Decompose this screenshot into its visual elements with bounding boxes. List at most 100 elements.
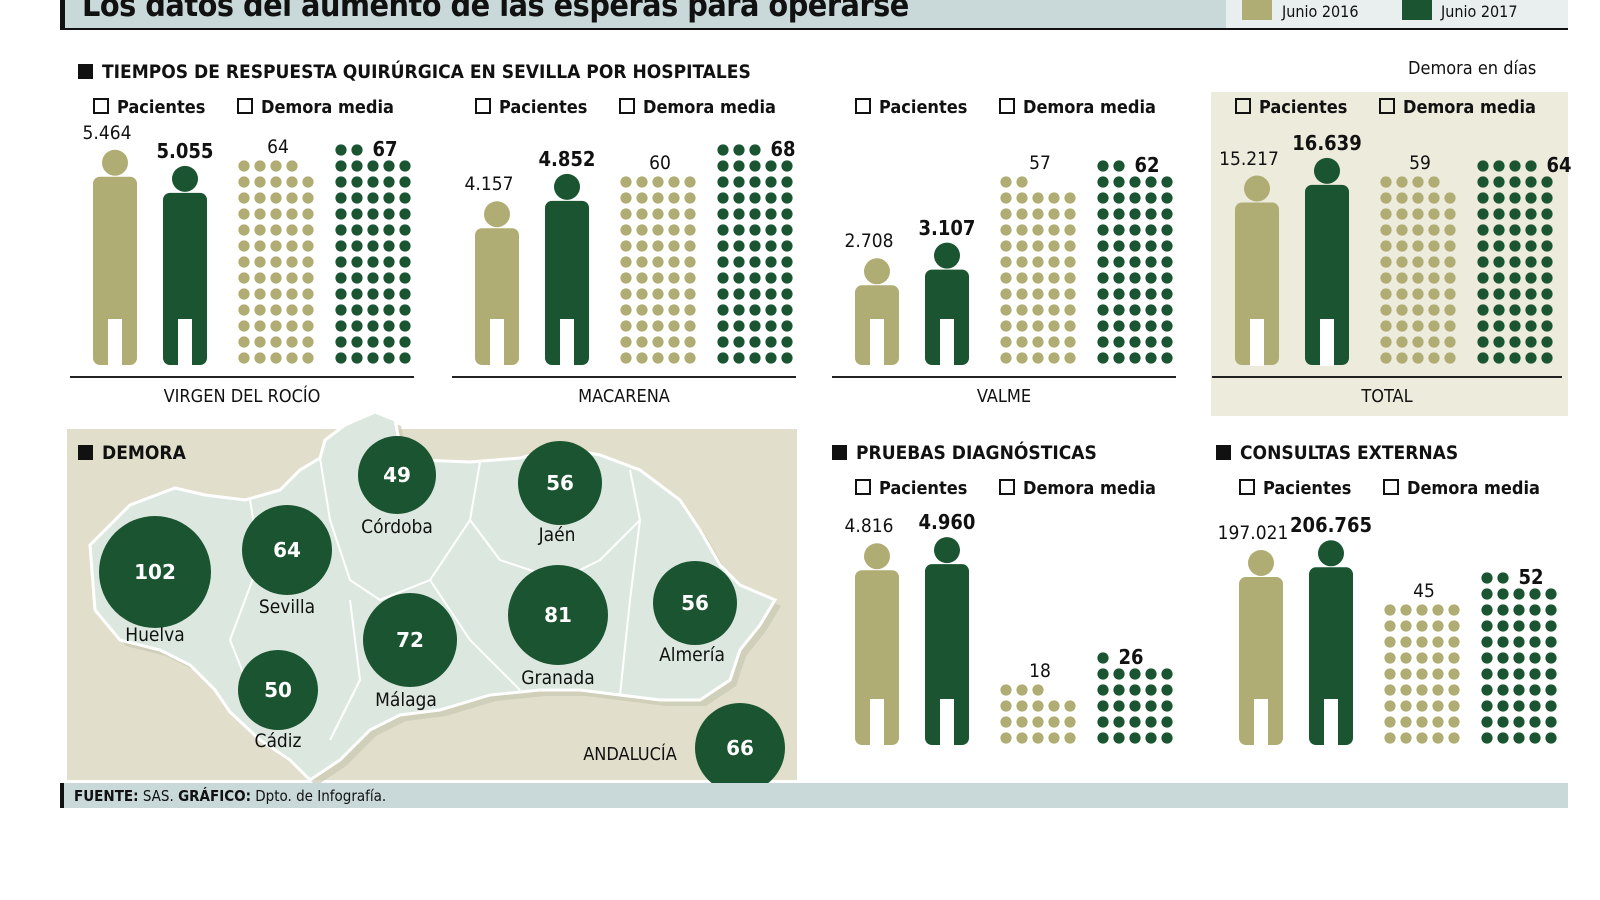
delay-dot — [254, 192, 266, 204]
delay-dot — [636, 304, 648, 316]
delay-dot — [238, 272, 250, 284]
delay-dot — [1525, 304, 1537, 316]
delay-dot — [1529, 668, 1541, 680]
delay-dot — [302, 192, 314, 204]
delay-dot — [1509, 208, 1521, 220]
delay-dot — [1416, 620, 1428, 632]
delay-dot — [351, 304, 363, 316]
delay-dot — [717, 192, 729, 204]
delay-dot — [1509, 320, 1521, 332]
delay-dot — [765, 224, 777, 236]
delay-dot — [399, 320, 411, 332]
delay-dot — [238, 224, 250, 236]
delay-dot — [302, 304, 314, 316]
patients-value-2017: 3.107 — [918, 215, 976, 240]
delay-dot — [1481, 732, 1493, 744]
delay-dot — [781, 272, 793, 284]
graphic-label: GRÁFICO: — [178, 787, 251, 805]
delay-dot — [286, 320, 298, 332]
page-title: Los datos del aumento de las esperas par… — [82, 0, 909, 24]
delay-dot — [351, 224, 363, 236]
delay-dot — [1032, 336, 1044, 348]
legend-patients: Pacientes — [855, 97, 967, 118]
delay-dot — [1032, 352, 1044, 364]
delay-dot — [1161, 224, 1173, 236]
delay-dot — [286, 256, 298, 268]
person-leg-gap — [940, 699, 954, 746]
delay-dot — [749, 208, 761, 220]
delay-dot — [1448, 668, 1460, 680]
delay-dot — [717, 224, 729, 236]
delay-dot — [1448, 716, 1460, 728]
delay-dot — [668, 304, 680, 316]
delay-dot — [335, 192, 347, 204]
delay-dot — [1400, 700, 1412, 712]
person-leg-gap — [1324, 699, 1338, 746]
region-value: 50 — [264, 678, 292, 702]
delay-dot — [351, 160, 363, 172]
person-leg-gap — [490, 319, 504, 366]
delay-dot — [1428, 288, 1440, 300]
patients-value-2016: 5.464 — [82, 121, 132, 144]
delay-dot — [1396, 320, 1408, 332]
patients-value-2017: 16.639 — [1292, 130, 1362, 155]
delay-dot — [399, 192, 411, 204]
delay-dot — [238, 192, 250, 204]
delay-dot — [1513, 668, 1525, 680]
delay-dot — [684, 336, 696, 348]
delay-dot — [1477, 224, 1489, 236]
delay-dot — [1000, 208, 1012, 220]
delay-dot — [1396, 240, 1408, 252]
delay-dot — [302, 320, 314, 332]
delay-dot — [749, 192, 761, 204]
delay-dot — [1032, 192, 1044, 204]
delay-dot — [1513, 636, 1525, 648]
delay-dot — [1448, 604, 1460, 616]
delay-dot — [1412, 336, 1424, 348]
region-label: Granada — [521, 667, 595, 689]
delay-dot — [1444, 192, 1456, 204]
delay-dot — [684, 304, 696, 316]
delay-dot — [1384, 652, 1396, 664]
delay-dot — [1113, 240, 1125, 252]
delay-dot — [1032, 304, 1044, 316]
delay-dot — [302, 224, 314, 236]
delay-dot — [1513, 620, 1525, 632]
delay-dot — [1412, 256, 1424, 268]
delay-dot — [1064, 288, 1076, 300]
delay-dot — [1000, 352, 1012, 364]
delay-dot — [1113, 304, 1125, 316]
delay-dot — [1481, 604, 1493, 616]
delay-dot — [270, 304, 282, 316]
delay-dot — [286, 336, 298, 348]
delay-dot — [1097, 716, 1109, 728]
delay-dot — [1513, 604, 1525, 616]
delay-dot — [1497, 588, 1509, 600]
delay-dot — [254, 224, 266, 236]
delay-dot — [1493, 352, 1505, 364]
delay-dot — [1444, 336, 1456, 348]
hospital-label: VIRGEN DEL ROCÍO — [163, 386, 321, 407]
delay-dot — [717, 160, 729, 172]
delay-dot — [1412, 224, 1424, 236]
delay-dot — [620, 272, 632, 284]
delay-dot — [749, 352, 761, 364]
delay-dot — [1400, 716, 1412, 728]
delay-dot — [684, 192, 696, 204]
delay-dot — [1113, 684, 1125, 696]
delay-dot — [1016, 336, 1028, 348]
delay-dot — [1432, 604, 1444, 616]
delay-dot — [1428, 272, 1440, 284]
delay-dot — [1448, 652, 1460, 664]
section-title-map: DEMORA — [78, 442, 186, 464]
delay-dot — [335, 256, 347, 268]
delay-dot — [1145, 256, 1157, 268]
delay-dot — [717, 240, 729, 252]
delay-dot — [1048, 240, 1060, 252]
delay-dot — [1529, 732, 1541, 744]
delay-dot — [1509, 304, 1521, 316]
delay-dot — [1545, 652, 1557, 664]
legend-label-2017: Junio 2017 — [1441, 2, 1518, 21]
delay-dot — [781, 288, 793, 300]
delay-dot — [1493, 304, 1505, 316]
